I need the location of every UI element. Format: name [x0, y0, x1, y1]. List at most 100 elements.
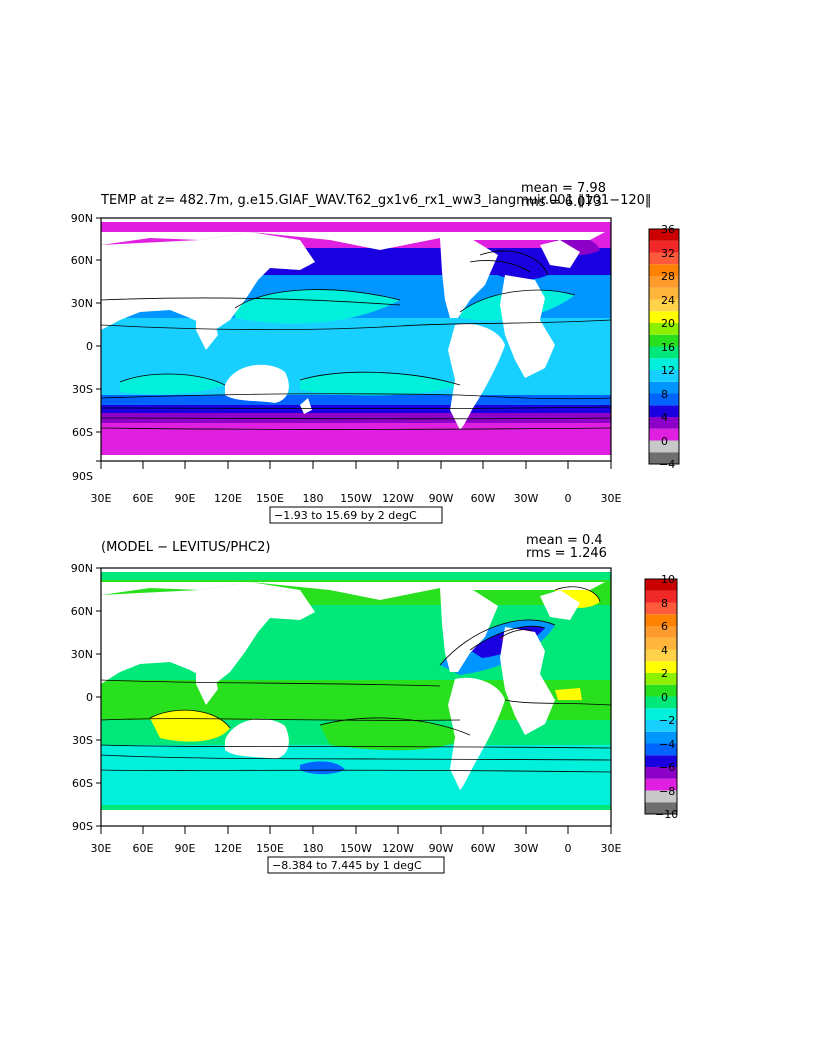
colorbar-swatch [649, 264, 679, 276]
panel-a-mean: mean = 7.98 [521, 181, 606, 196]
colorbar-swatch [645, 767, 677, 779]
y-tick-label: 60N [71, 254, 93, 267]
panel-b-x-ticks: 30E 60E 90E 120E 150E 180 150W 120W 90W … [91, 842, 622, 855]
y-tick-label: 60N [71, 605, 93, 618]
colorbar-label: 12 [661, 364, 675, 377]
panel-difference: (MODEL − LEVITUS/PHC2) mean = 0.4 rms = … [71, 533, 678, 874]
x-tick-label: 150W [340, 492, 372, 505]
cold-labrador [480, 251, 548, 280]
colorbar-label: 24 [661, 294, 675, 307]
colorbar-swatch [645, 755, 677, 767]
x-tick-label: 90W [429, 842, 454, 855]
colorbar-swatch [649, 323, 679, 335]
colorbar-swatch [649, 405, 679, 417]
x-tick-label: 60W [471, 492, 496, 505]
panel-b-field [101, 568, 611, 826]
x-tick-label: 0 [565, 842, 572, 855]
colorbar-swatch [645, 649, 677, 662]
panel-temperature: TEMP at z= 482.7m, g.e15.GIAF_WAV.T62_gx… [71, 181, 680, 524]
gyre-south-pacific [300, 372, 460, 396]
gyre-indian [120, 374, 225, 395]
colorbar-swatch [645, 708, 677, 720]
colorbar-swatch [649, 417, 679, 429]
colorbar-swatch [649, 381, 679, 394]
panel-b-range-note: −8.384 to 7.445 by 1 degC [272, 859, 422, 872]
y-tick-label: 30N [71, 297, 93, 310]
colorbar-label: 4 [661, 411, 668, 424]
x-tick-label: 90W [429, 492, 454, 505]
colorbar-label: 0 [661, 691, 668, 704]
x-tick-label: 150E [256, 842, 284, 855]
x-tick-label: 60W [471, 842, 496, 855]
colorbar-label: 10 [661, 573, 675, 586]
panel-b-land [101, 568, 611, 826]
band-south-mid [101, 395, 611, 407]
gyre-north-pacific [235, 289, 400, 324]
y-tick-label: 30S [72, 734, 93, 747]
colorbar-swatch [645, 579, 677, 591]
b-south-pacific-lime [320, 717, 470, 751]
colorbar-swatch [645, 731, 677, 744]
x-tick-label: 30W [514, 492, 539, 505]
colorbar-swatch [645, 743, 677, 756]
colorbar-swatch [649, 299, 679, 312]
colorbar-label: −2 [659, 714, 675, 727]
x-tick-label: 30E [601, 492, 622, 505]
y-tick-label: 30N [71, 648, 93, 661]
colorbar-swatch [649, 334, 679, 347]
colorbar-swatch [645, 720, 677, 732]
panel-b-mean: mean = 0.4 [526, 533, 603, 548]
panel-b-range-box [267, 856, 445, 874]
colorbar-swatch [649, 346, 679, 359]
colorbar-swatch [649, 229, 679, 241]
y-tick-label: 90N [71, 212, 93, 225]
band-south-blue [101, 405, 611, 415]
colorbar-swatch [645, 602, 677, 615]
colorbar-swatch [645, 684, 677, 697]
colorbar-swatch [645, 661, 677, 673]
panel-b-title: (MODEL − LEVITUS/PHC2) [101, 540, 270, 555]
panel-a-field [101, 218, 611, 461]
x-tick-label: 120E [214, 842, 242, 855]
colorbar-label: 6 [661, 620, 668, 633]
colorbar-label: −4 [659, 738, 675, 751]
colorbar-swatch [645, 802, 677, 814]
panel-a-frame [96, 217, 612, 469]
y-tick-label: 90S [72, 820, 93, 833]
x-tick-label: 150E [256, 492, 284, 505]
y-tick-label: 90S [72, 470, 93, 483]
colorbar-swatch [645, 614, 677, 626]
colorbar-label: −10 [655, 808, 678, 821]
colorbar-swatch [649, 370, 679, 382]
y-tick-label: 60S [72, 777, 93, 790]
colorbar-label: −4 [659, 458, 675, 471]
panel-b-contours [101, 586, 611, 773]
colorbar-label: 8 [661, 597, 668, 610]
colorbar-swatch [649, 287, 679, 300]
colorbar-swatch [645, 626, 677, 638]
panel-a-colorbar [648, 228, 680, 465]
panel-a-title: TEMP at z= 482.7m, g.e15.GIAF_WAV.T62_gx… [100, 193, 651, 208]
panel-a-range-note: −1.93 to 15.69 by 2 degC [274, 509, 417, 522]
x-tick-label: 180 [303, 492, 324, 505]
x-tick-label: 60E [133, 492, 154, 505]
panel-a-range-box [269, 506, 443, 524]
panel-b-rms: rms = 1.246 [526, 546, 607, 561]
panel-a-colorbar-labels: 36 32 28 24 20 16 12 8 4 0 −4 [659, 223, 675, 471]
y-tick-label: 60S [72, 426, 93, 439]
b-warm-australia [150, 710, 230, 742]
colorbar-swatch [645, 590, 677, 603]
colorbar-frame [648, 228, 680, 465]
colorbar-label: 8 [661, 388, 668, 401]
b-warm-atlantic [555, 688, 582, 700]
panel-a-contours [101, 250, 611, 430]
x-tick-label: 30E [91, 842, 112, 855]
x-tick-label: 120W [382, 492, 414, 505]
colorbar-label: −6 [659, 761, 675, 774]
colorbar-label: 36 [661, 223, 675, 236]
colorbar-swatch [649, 311, 679, 323]
x-tick-label: 150W [340, 842, 372, 855]
x-tick-label: 180 [303, 842, 324, 855]
colorbar-swatch [649, 440, 679, 453]
